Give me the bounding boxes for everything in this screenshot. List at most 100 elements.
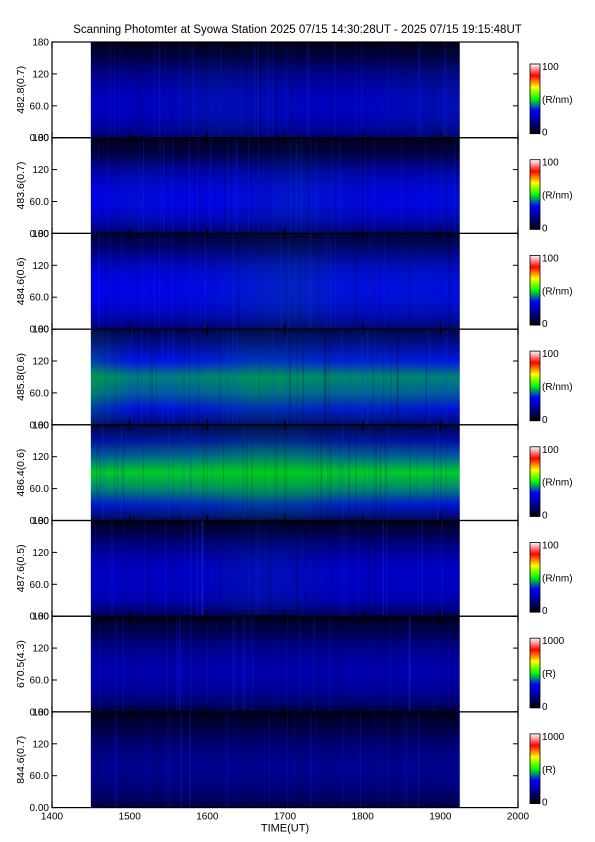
colorbar-min-label: 0: [542, 606, 548, 617]
heatmap-overlay-5: [90, 520, 460, 617]
y-axis-label: 485.8(0.6): [15, 353, 27, 401]
colorbar-min-label: 0: [542, 223, 548, 234]
panel-1: 0.00 60.0 120 180 483.6(0.7) 100 0 (R/nm): [15, 133, 573, 240]
y-tick-label: 120: [32, 452, 49, 463]
colorbar-4: [529, 446, 541, 517]
panel-3: 0.00 60.0 120 180 485.8(0.6) 100 0 (R/nm): [15, 325, 573, 432]
y-tick-label: 0.00: [30, 420, 50, 431]
panel-4: 0.00 60.0 120 180 486.4(0.6) 100 0 (R/nm): [15, 420, 573, 527]
y-tick-label: 120: [32, 357, 49, 368]
colorbar-min-label: 0: [542, 798, 548, 809]
y-tick-label: 60.0: [30, 388, 50, 399]
y-tick-label: 120: [32, 548, 49, 559]
colorbar-min-label: 0: [542, 702, 548, 713]
heatmap-overlay-7: [90, 711, 460, 808]
colorbar-min-label: 0: [542, 319, 548, 330]
y-tick-label: 180: [32, 38, 49, 49]
y-tick-label: 180: [32, 229, 49, 240]
x-tick-label: 1400: [41, 812, 64, 823]
y-axis-label: 486.4(0.6): [15, 449, 27, 497]
panel-6: 0.00 60.0 120 180 670.5(4.3) 1000 0 (R): [15, 612, 565, 719]
y-tick-label: 0.00: [30, 133, 50, 144]
colorbar-max-label: 100: [542, 445, 559, 456]
colorbar-max-label: 100: [542, 253, 559, 264]
colorbar-5: [529, 542, 541, 613]
colorbar-2: [529, 254, 541, 326]
colorbar-max-label: 1000: [542, 636, 565, 647]
colorbar-min-label: 0: [542, 128, 548, 139]
y-tick-label: 60.0: [30, 197, 50, 208]
heatmap-overlay-3: [90, 329, 460, 425]
colorbar-max-label: 100: [542, 62, 559, 73]
y-tick-label: 180: [32, 420, 49, 431]
panel-5: 0.00 60.0 120 180 487.6(0.5) 100 0 (R/nm): [15, 516, 573, 623]
colorbar-1: [529, 159, 541, 230]
y-tick-label: 0.00: [30, 612, 50, 623]
x-axis-label: TIME(UT): [261, 823, 309, 835]
y-tick-label: 0.00: [30, 516, 50, 527]
y-tick-label: 60.0: [30, 580, 50, 591]
x-tick-label: 1600: [196, 812, 219, 823]
heatmap-overlay-6: [90, 616, 460, 712]
y-tick-label: 60.0: [30, 293, 50, 304]
colorbar-3: [529, 350, 541, 422]
colorbar-7: [529, 733, 541, 805]
y-axis-label: 670.5(4.3): [15, 640, 27, 688]
colorbar-unit-label: (R/nm): [542, 95, 573, 106]
y-axis-label: 844.6(0.7): [15, 736, 27, 784]
colorbar-unit-label: (R/nm): [542, 573, 573, 584]
y-tick-label: 0.00: [30, 803, 50, 814]
y-tick-label: 60.0: [30, 676, 50, 687]
y-axis-label: 487.6(0.5): [15, 544, 27, 592]
y-tick-label: 180: [32, 707, 49, 718]
panel-7: 0.00 60.0 120 180 844.6(0.7) 1000 0 (R): [15, 707, 565, 814]
panel-2: 0.00 60.0 120 180 484.6(0.6) 100 0 (R/nm): [15, 229, 573, 336]
heatmap-overlay-2: [90, 233, 460, 330]
y-tick-label: 60.0: [30, 771, 50, 782]
x-axis: 1400 1500 1600 1700 1800 1900 2000 TIME(UT): [41, 812, 530, 835]
y-tick-label: 120: [32, 69, 49, 80]
colorbar-min-label: 0: [542, 415, 548, 426]
y-tick-label: 120: [32, 165, 49, 176]
colorbar-max-label: 100: [542, 349, 559, 360]
colorbar-max-label: 1000: [542, 732, 565, 743]
x-tick-label: 2000: [507, 812, 530, 823]
colorbar-unit-label: (R): [542, 765, 556, 776]
y-tick-label: 60.0: [30, 101, 50, 112]
colorbar-6: [529, 637, 541, 709]
y-tick-label: 180: [32, 133, 49, 144]
colorbar-unit-label: (R/nm): [542, 478, 573, 489]
y-tick-label: 120: [32, 261, 49, 272]
y-tick-label: 180: [32, 612, 49, 623]
y-tick-label: 0.00: [30, 229, 50, 240]
colorbar-max-label: 100: [542, 158, 559, 169]
x-tick-label: 1900: [429, 812, 452, 823]
panel-0: 0.00 60.0 120 180 482.8(0.7) 100 0 (R/nm): [15, 38, 573, 145]
colorbar-unit-label: (R/nm): [542, 286, 573, 297]
x-tick-label: 1800: [352, 812, 375, 823]
colorbar-max-label: 100: [542, 541, 559, 552]
chart-title: Scanning Photomter at Syowa Station 2025…: [73, 24, 522, 36]
heatmap-overlay-1: [90, 137, 460, 234]
colorbar-0: [529, 63, 541, 135]
y-tick-label: 120: [32, 739, 49, 750]
x-tick-label: 1700: [274, 812, 297, 823]
x-tick-label: 1500: [119, 812, 142, 823]
y-tick-label: 0.00: [30, 325, 50, 336]
y-tick-label: 180: [32, 325, 49, 336]
colorbar-unit-label: (R/nm): [542, 382, 573, 393]
heatmap-overlay-4: [90, 424, 460, 521]
y-axis-label: 482.8(0.7): [15, 66, 27, 114]
colorbar-unit-label: (R/nm): [542, 191, 573, 202]
heatmap-overlay-0: [90, 42, 460, 138]
y-tick-label: 60.0: [30, 484, 50, 495]
y-axis-label: 484.6(0.6): [15, 257, 27, 305]
y-tick-label: 0.00: [30, 707, 50, 718]
y-axis-label: 483.6(0.7): [15, 162, 27, 210]
y-tick-label: 180: [32, 516, 49, 527]
colorbar-min-label: 0: [542, 511, 548, 522]
colorbar-unit-label: (R): [542, 669, 556, 680]
y-tick-label: 120: [32, 644, 49, 655]
